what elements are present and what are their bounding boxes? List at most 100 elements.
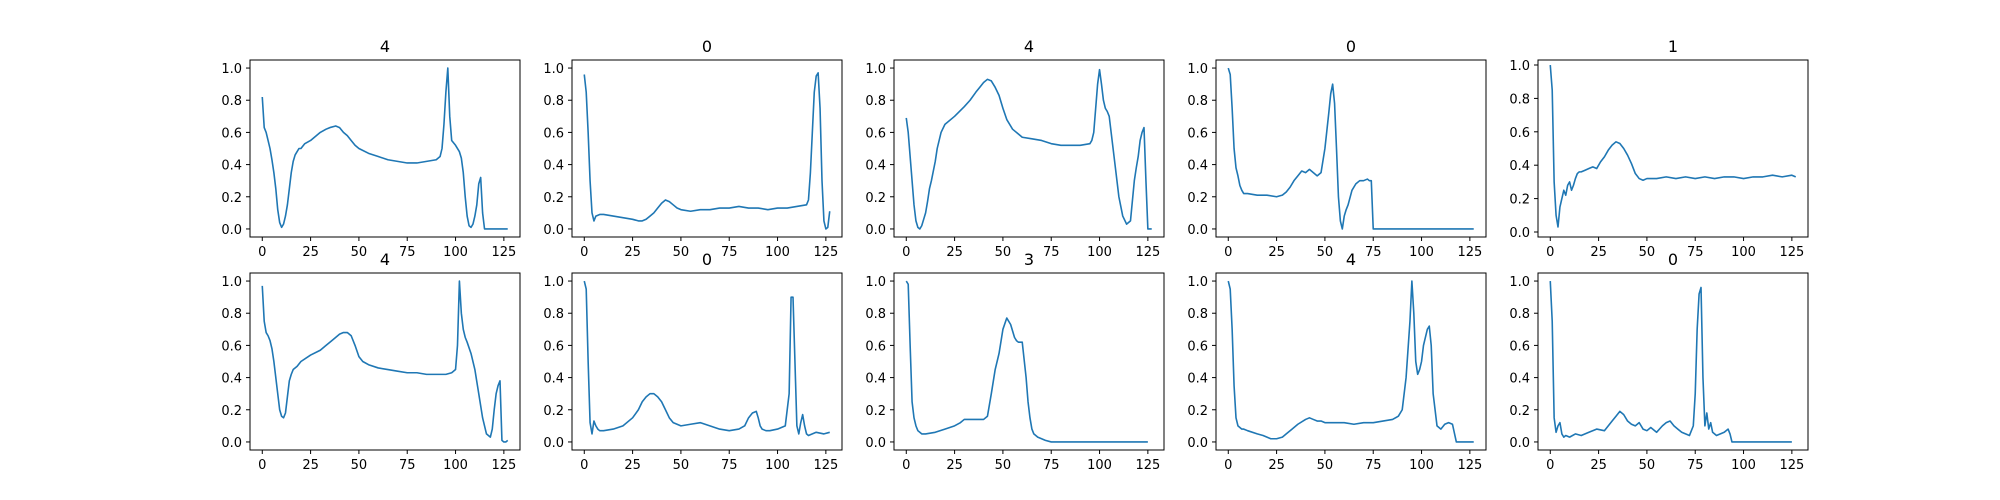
y-tick-label: 1.0 bbox=[1509, 275, 1530, 290]
y-tick-label: 0.4 bbox=[543, 159, 564, 174]
subplot-title: 3 bbox=[1024, 250, 1034, 269]
x-tick-label: 0 bbox=[1224, 458, 1232, 473]
x-tick-label: 0 bbox=[902, 458, 910, 473]
y-tick-label: 0.2 bbox=[221, 191, 242, 206]
y-tick-label: 1.0 bbox=[221, 62, 242, 77]
x-tick-label: 25 bbox=[624, 245, 641, 260]
x-tick-label: 25 bbox=[302, 458, 319, 473]
x-tick-label: 50 bbox=[351, 458, 368, 473]
x-tick-label: 100 bbox=[1087, 458, 1112, 473]
x-tick-label: 50 bbox=[1317, 245, 1334, 260]
y-tick-label: 0.8 bbox=[1509, 307, 1530, 322]
x-tick-label: 75 bbox=[1043, 245, 1060, 260]
x-tick-label: 125 bbox=[491, 245, 516, 260]
subplot-title: 0 bbox=[702, 37, 712, 56]
x-tick-label: 50 bbox=[1639, 245, 1656, 260]
x-tick-label: 125 bbox=[1135, 458, 1160, 473]
x-tick-label: 25 bbox=[1268, 245, 1285, 260]
series-line bbox=[1227, 280, 1474, 443]
series-line bbox=[583, 280, 830, 437]
x-tick-label: 75 bbox=[721, 245, 738, 260]
y-tick-label: 0.6 bbox=[865, 339, 886, 354]
y-tick-label: 0.4 bbox=[865, 159, 886, 174]
y-tick-label: 0.8 bbox=[1187, 94, 1208, 109]
y-tick-label: 1.0 bbox=[543, 275, 564, 290]
y-tick-label: 1.0 bbox=[1187, 275, 1208, 290]
axes-frame bbox=[1215, 59, 1487, 238]
x-tick-label: 100 bbox=[443, 458, 468, 473]
subplot-title: 0 bbox=[702, 250, 712, 269]
subplot-1: 4 0 25 50 75 100 125 0.0 0.2 0.4 0.6 0.8 1.0 bbox=[221, 37, 521, 260]
x-tick-label: 25 bbox=[946, 245, 963, 260]
y-tick-label: 1.0 bbox=[1187, 62, 1208, 77]
x-tick-label: 0 bbox=[1224, 245, 1232, 260]
y-tick-label: 0.6 bbox=[1187, 126, 1208, 141]
axes-frame bbox=[1537, 59, 1809, 238]
subplot-6: 4 0 25 50 75 100 125 0.0 0.2 0.4 0.6 0.8 1.0 bbox=[221, 250, 521, 473]
y-tick-label: 0.8 bbox=[865, 307, 886, 322]
y-tick-label: 0.0 bbox=[221, 436, 242, 451]
y-tick-label: 0.4 bbox=[221, 372, 242, 387]
y-tick-label: 0.6 bbox=[543, 339, 564, 354]
x-tick-label: 25 bbox=[1590, 245, 1607, 260]
x-tick-label: 125 bbox=[1779, 245, 1804, 260]
y-tick-label: 0.6 bbox=[865, 126, 886, 141]
x-tick-label: 0 bbox=[580, 458, 588, 473]
series-line bbox=[905, 68, 1152, 230]
x-tick-label: 100 bbox=[1731, 245, 1756, 260]
subplot-title: 4 bbox=[380, 37, 390, 56]
y-tick-label: 0.0 bbox=[1187, 436, 1208, 451]
y-tick-label: 0.2 bbox=[1187, 404, 1208, 419]
x-tick-label: 50 bbox=[673, 458, 690, 473]
subplot-title: 4 bbox=[1024, 37, 1034, 56]
y-tick-label: 0.0 bbox=[865, 223, 886, 238]
x-tick-label: 50 bbox=[1317, 458, 1334, 473]
subplot-9: 4 0 25 50 75 100 125 0.0 0.2 0.4 0.6 0.8 1.0 bbox=[1187, 250, 1487, 473]
y-tick-label: 0.0 bbox=[543, 223, 564, 238]
x-tick-label: 75 bbox=[399, 245, 416, 260]
x-tick-label: 25 bbox=[1268, 458, 1285, 473]
series-line bbox=[1549, 281, 1792, 443]
subplot-title: 4 bbox=[380, 250, 390, 269]
y-tick-label: 1.0 bbox=[543, 62, 564, 77]
x-tick-label: 25 bbox=[946, 458, 963, 473]
x-tick-label: 25 bbox=[1590, 458, 1607, 473]
y-tick-label: 1.0 bbox=[865, 62, 886, 77]
x-tick-label: 50 bbox=[1639, 458, 1656, 473]
y-tick-label: 0.2 bbox=[1509, 404, 1530, 419]
x-tick-label: 75 bbox=[721, 458, 738, 473]
y-tick-label: 0.6 bbox=[221, 339, 242, 354]
y-tick-label: 1.0 bbox=[865, 275, 886, 290]
y-tick-label: 0.4 bbox=[221, 159, 242, 174]
x-tick-label: 50 bbox=[995, 458, 1012, 473]
y-tick-label: 0.8 bbox=[221, 94, 242, 109]
axes-frame bbox=[571, 59, 843, 238]
y-tick-label: 0.8 bbox=[865, 94, 886, 109]
x-tick-label: 0 bbox=[902, 245, 910, 260]
x-tick-label: 100 bbox=[765, 245, 790, 260]
y-tick-label: 0.0 bbox=[1509, 226, 1530, 241]
x-tick-label: 75 bbox=[1687, 458, 1704, 473]
x-tick-label: 0 bbox=[580, 245, 588, 260]
axes-frame bbox=[893, 272, 1165, 451]
y-tick-label: 0.2 bbox=[543, 404, 564, 419]
subplot-title: 0 bbox=[1668, 250, 1678, 269]
subplot-5: 1 0 25 50 75 100 125 0.0 0.2 0.4 0.6 0.8 1.0 bbox=[1509, 37, 1809, 260]
subplot-2: 0 0 25 50 75 100 125 0.0 0.2 0.4 0.6 0.8 1.0 bbox=[543, 37, 843, 260]
subplot-4: 0 0 25 50 75 100 125 0.0 0.2 0.4 0.6 0.8 1.0 bbox=[1187, 37, 1487, 260]
x-tick-label: 25 bbox=[624, 458, 641, 473]
y-tick-label: 0.4 bbox=[1509, 372, 1530, 387]
subplot-7: 0 0 25 50 75 100 125 0.0 0.2 0.4 0.6 0.8 1.0 bbox=[543, 250, 843, 473]
subplot-title: 0 bbox=[1346, 37, 1356, 56]
y-tick-label: 0.4 bbox=[865, 372, 886, 387]
y-tick-label: 0.8 bbox=[543, 94, 564, 109]
y-tick-label: 0.4 bbox=[543, 372, 564, 387]
x-tick-label: 100 bbox=[443, 245, 468, 260]
y-tick-label: 0.4 bbox=[1187, 372, 1208, 387]
series-line bbox=[261, 67, 508, 230]
x-tick-label: 100 bbox=[765, 458, 790, 473]
y-tick-label: 0.8 bbox=[221, 307, 242, 322]
y-tick-label: 0.0 bbox=[221, 223, 242, 238]
x-tick-label: 125 bbox=[491, 458, 516, 473]
